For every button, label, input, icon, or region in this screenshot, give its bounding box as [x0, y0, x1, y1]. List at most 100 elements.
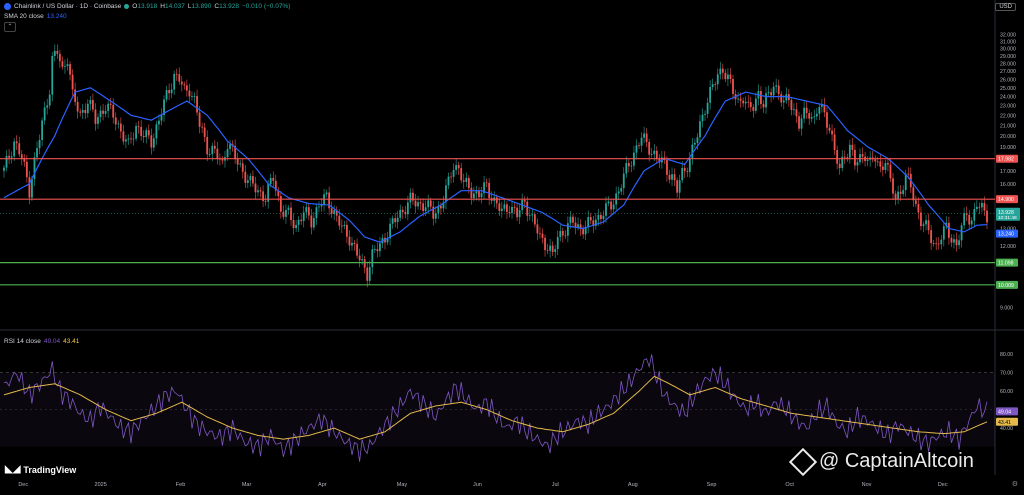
- candle-body: [193, 96, 196, 97]
- candle-body: [371, 249, 374, 268]
- candle-body: [277, 190, 280, 197]
- candle-body: [930, 230, 933, 244]
- candle-body: [285, 209, 287, 217]
- candle-body: [447, 176, 450, 186]
- price-tick-label: 32.000: [1000, 33, 1016, 39]
- candle-body: [424, 207, 427, 211]
- candle-body: [737, 98, 739, 100]
- candle-body: [823, 104, 826, 113]
- candle-body: [170, 89, 173, 94]
- candle-body: [818, 106, 821, 114]
- candle-body: [942, 226, 945, 240]
- chevron-up-icon[interactable]: ⌃: [4, 22, 16, 32]
- candle-body: [986, 210, 988, 223]
- currency-button[interactable]: USD: [995, 3, 1016, 11]
- candle-body: [617, 191, 620, 194]
- candle-body: [854, 149, 856, 166]
- tradingview-logo[interactable]: ◣◢ TradingView: [5, 464, 76, 475]
- candle-body: [876, 161, 879, 163]
- rsi-ma-value: 43.41: [63, 338, 80, 345]
- candle-body: [361, 259, 364, 261]
- level-label-bg: [996, 154, 1018, 163]
- candle-body: [10, 156, 13, 158]
- candle-body: [203, 127, 206, 137]
- settings-icon[interactable]: ⚙: [1011, 481, 1018, 488]
- rsi-value: 49.04: [43, 338, 61, 345]
- candle-body: [777, 85, 780, 95]
- candle-body: [417, 202, 419, 207]
- candle-body: [833, 134, 836, 151]
- candle-body: [160, 115, 163, 121]
- candle-body: [13, 141, 16, 157]
- ohlc-open: O13.918: [132, 3, 158, 10]
- candle-body: [744, 101, 747, 104]
- candle-body: [462, 180, 465, 182]
- candle-body: [810, 117, 813, 119]
- candle-body: [358, 255, 361, 261]
- candle-body: [579, 224, 582, 230]
- candle-body: [907, 173, 910, 175]
- candle-body: [38, 139, 41, 149]
- candle-body: [739, 98, 742, 101]
- candle-body: [422, 203, 425, 211]
- ohlc-close: C13.928: [214, 3, 239, 10]
- candle-body: [20, 154, 23, 159]
- candle-body: [815, 113, 818, 117]
- last-price-bg: [996, 207, 1020, 221]
- candle-body: [843, 156, 846, 158]
- candle-body: [196, 96, 198, 113]
- candle-body: [549, 245, 552, 251]
- candle-body: [658, 158, 661, 163]
- candle-body: [851, 144, 854, 150]
- candle-body: [356, 243, 358, 256]
- rsi-ma-value-bg: [996, 417, 1018, 426]
- candle-body: [556, 237, 559, 250]
- candle-body: [831, 130, 833, 135]
- candle-body: [904, 173, 907, 191]
- candle-body: [544, 237, 546, 251]
- candle-body: [409, 192, 412, 203]
- candle-body: [922, 224, 925, 227]
- candle-body: [272, 177, 275, 181]
- candle-body: [500, 208, 503, 211]
- candle-body: [884, 162, 887, 170]
- candle-body: [31, 178, 33, 198]
- candle-body: [937, 243, 940, 245]
- candle-body: [793, 109, 795, 111]
- candle-body: [597, 214, 600, 220]
- candle-body: [61, 61, 64, 67]
- candle-body: [503, 204, 506, 209]
- candle-body: [216, 148, 219, 159]
- rsi-ma-line: [3, 375, 988, 440]
- candle-body: [706, 102, 709, 114]
- candle-body: [848, 144, 851, 158]
- candle-body: [485, 182, 488, 184]
- candle-body: [676, 180, 679, 193]
- rsi-legend[interactable]: RSI 14 close 49.04 43.41: [4, 338, 79, 345]
- price-tick-label: 13.000: [1000, 227, 1016, 233]
- tradingview-icon: ◣◢: [5, 464, 21, 475]
- candle-body: [94, 109, 97, 124]
- sma-legend[interactable]: SMA 20 close 13.240: [4, 13, 67, 20]
- sma-value: 13.240: [46, 13, 67, 20]
- candle-body: [15, 141, 18, 144]
- level-label: 10.009: [998, 283, 1014, 289]
- candle-body: [318, 206, 320, 208]
- candle-body: [897, 191, 899, 200]
- candle-body: [302, 212, 305, 222]
- candle-body: [808, 113, 811, 119]
- candle-body: [754, 98, 757, 111]
- candle-body: [935, 243, 938, 245]
- price-tick-label: 23.000: [1000, 104, 1016, 110]
- candle-body: [577, 224, 579, 228]
- candle-body: [201, 126, 204, 128]
- candle-body: [206, 136, 209, 155]
- candle-body: [902, 190, 905, 194]
- candle-body: [605, 203, 607, 216]
- candle-body: [246, 180, 249, 183]
- candle-body: [122, 131, 125, 142]
- candle-body: [249, 176, 252, 181]
- symbol-title[interactable]: Chainlink / US Dollar · 1D · Coinbase: [14, 3, 122, 10]
